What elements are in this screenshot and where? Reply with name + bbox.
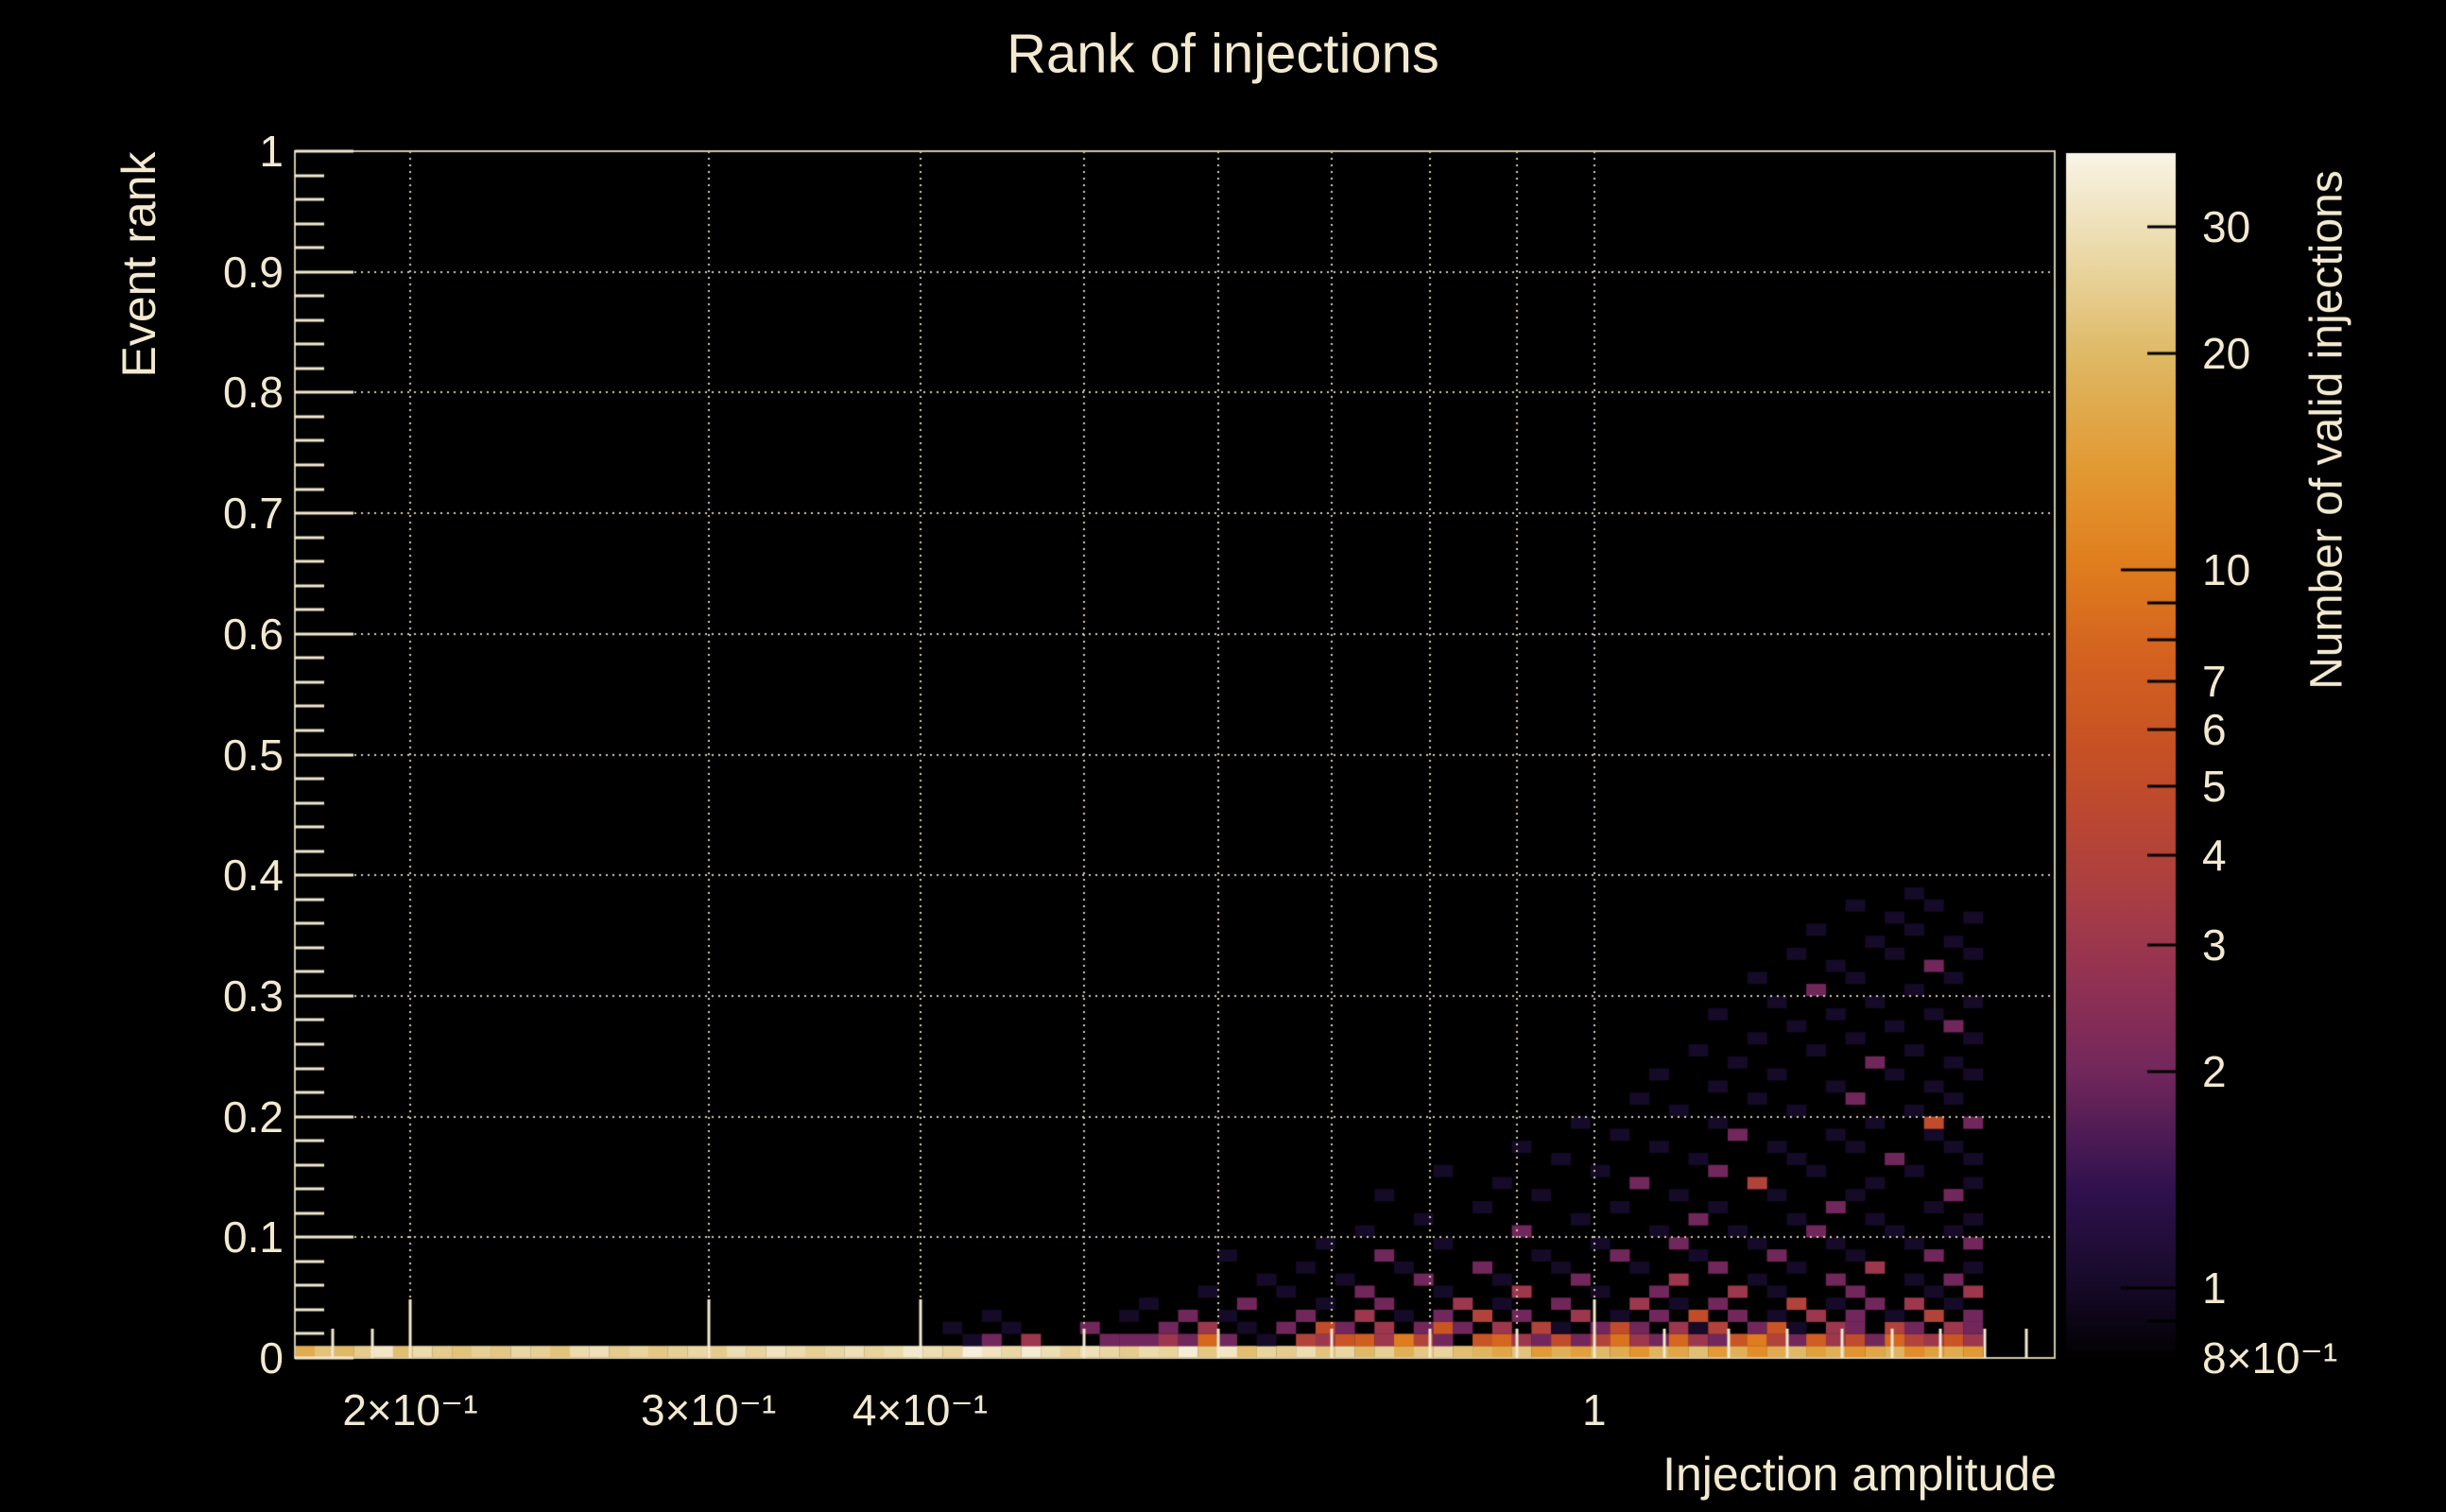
colorbar-tick-label: 30 [2202, 202, 2251, 252]
colorbar-tick-label: 3 [2202, 920, 2227, 971]
x-axis-title: Injection amplitude [1662, 1448, 2057, 1501]
y-tick-label: 0.4 [223, 850, 284, 901]
y-tick-label: 0.6 [223, 609, 284, 659]
chart-title: Rank of injections [1007, 23, 1439, 85]
x-tick-label: 4×10⁻¹ [852, 1385, 989, 1435]
x-tick-label: 2×10⁻¹ [342, 1385, 478, 1435]
x-tick-label: 3×10⁻¹ [640, 1385, 777, 1435]
y-tick-label: 0.2 [223, 1091, 284, 1142]
y-tick-label: 0.3 [223, 971, 284, 1021]
colorbar-tick-label: 7 [2202, 656, 2227, 706]
colorbar-tick-label: 4 [2202, 831, 2227, 881]
colorbar-axis-title: Number of valid injections [2301, 170, 2352, 690]
y-tick-label: 1 [259, 127, 284, 176]
x-tick-label: 1 [1581, 1385, 1607, 1435]
colorbar-tick-label: 2 [2202, 1047, 2227, 1097]
y-tick-label: 0 [259, 1333, 284, 1383]
colorbar-tick-label: 1 [2202, 1263, 2227, 1314]
y-axis-title: Event rank [112, 151, 165, 378]
colorbar-tick-label: 10 [2202, 544, 2251, 594]
y-tick-label: 0.8 [223, 368, 284, 418]
y-tick-label: 0.7 [223, 489, 284, 539]
y-tick-label: 0.1 [223, 1212, 284, 1263]
colorbar-tick-label: 8×10⁻¹ [2202, 1333, 2338, 1383]
colorbar-tick-label: 5 [2202, 761, 2227, 811]
y-tick-label: 0.9 [223, 247, 284, 297]
colorbar-tick-label: 20 [2202, 328, 2251, 378]
colorbar-tick-label: 6 [2202, 704, 2227, 754]
y-tick-label: 0.5 [223, 730, 284, 780]
